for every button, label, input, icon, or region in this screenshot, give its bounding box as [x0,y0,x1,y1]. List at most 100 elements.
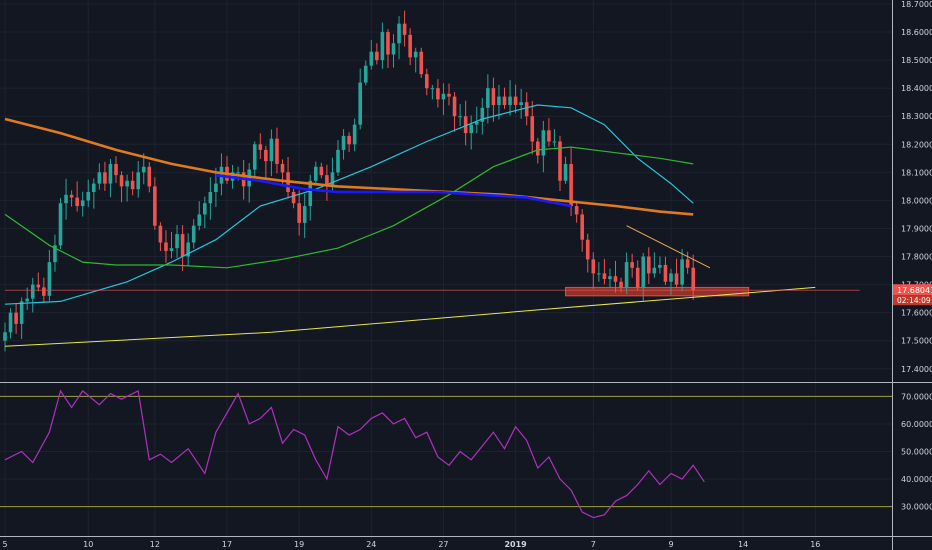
support-zone [565,286,750,297]
candle-body [58,203,63,246]
candle-body [619,281,623,288]
candle-body [524,102,529,117]
candle-body [436,88,440,100]
candle-body [64,194,68,204]
candle-body [197,214,202,226]
y-tick-label: 40.0000 [901,475,932,484]
candle-body [624,262,629,288]
candle-body [613,276,618,282]
candle-body [658,264,662,268]
candle-body [558,141,562,181]
candle-body [186,242,190,257]
candle-body [130,180,135,190]
candle-body [314,166,318,181]
candle-body [452,96,457,117]
y-tick-label: 17.90000 [901,224,932,233]
candle-body [486,88,490,108]
candle-body [8,312,13,333]
candle-body [541,130,546,156]
candle-body [458,116,462,118]
price-tag [893,284,932,296]
y-tick-label: 70.0000 [901,392,932,401]
candle-body [574,206,579,215]
candle-body [97,172,102,184]
candle-body [53,245,57,263]
candle-body [608,276,612,279]
series-line-1 [4,146,694,269]
price-tag-text: 17.68041 [897,286,932,295]
candle-body [258,144,263,150]
candle-body [563,163,568,181]
candle-body [513,96,518,106]
x-tick-label: 5 [2,540,7,549]
candle-body [669,273,673,282]
candle-body [569,163,573,207]
candle-body [69,194,74,198]
candle-body [463,116,468,134]
price-pane [3,10,860,352]
candle-body [214,183,218,192]
y-tick-label: 17.80000 [901,253,932,262]
candle-body [264,149,268,162]
candle-body [430,88,435,90]
rsi-line [4,389,705,519]
x-tick-label: 19 [294,540,304,549]
candle-body [47,262,52,296]
candle-body [330,172,335,187]
x-tick-label: 27 [438,540,448,549]
series-line-4 [4,286,816,347]
candle-body [585,239,590,260]
candle-body [685,259,690,268]
candle-body [3,332,7,341]
candle-body [80,200,85,207]
candle-body [386,32,390,55]
x-tick-label: 16 [810,540,820,549]
candle-body [674,273,679,285]
candle-body [397,23,401,44]
candle-body [25,298,29,302]
candle-body [164,242,168,251]
y-tick-label: 18.40000 [901,84,932,93]
candle-body [147,166,152,187]
candle-body [425,74,429,89]
candle-body [469,124,473,134]
candle-body [136,172,140,190]
candle-body [42,287,46,296]
candle-body [647,256,651,274]
grid-layer [0,0,892,540]
candle-body [308,180,313,207]
countdown-tag [893,295,932,306]
candle-body [441,93,446,100]
candle-body [419,51,424,75]
candle-body [635,267,640,288]
candle-body [119,175,124,187]
candle-body [280,163,285,173]
x-tick-label: 12 [150,540,160,549]
y-tick-label: 18.20000 [901,140,932,149]
candle-body [663,264,668,282]
x-tick-label: 24 [366,540,376,549]
candle-body [86,192,91,201]
candle-body [474,121,479,125]
candle-body [480,107,485,122]
candle-body [125,180,129,187]
candle-body [530,116,535,142]
series-line-0 [4,104,694,305]
candle-body [341,135,346,150]
candle-body [497,96,501,106]
x-tick-label: 17 [222,540,232,549]
x-tick-label: 10 [83,540,93,549]
candle-body [252,144,257,170]
y-tick-label: 17.40000 [901,365,932,374]
candle-body [108,163,113,184]
y-tick-label: 50.0000 [901,447,932,456]
x-tick-label: 9 [668,540,673,549]
candle-body [180,234,185,257]
series-line-5 [626,225,711,269]
x-tick-label: 7 [591,540,596,549]
candle-body [491,88,496,106]
candle-body [652,267,657,274]
y-tick-label: 18.30000 [901,112,932,121]
candle-body [591,259,596,274]
